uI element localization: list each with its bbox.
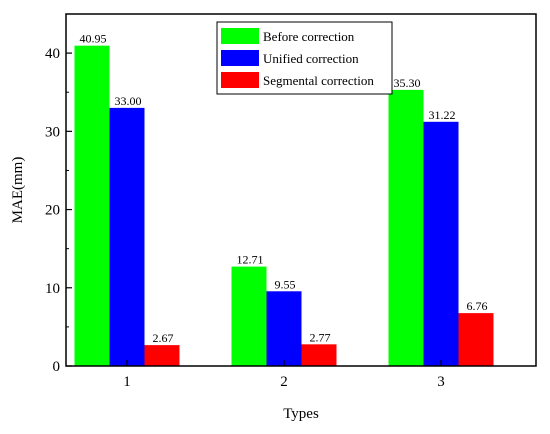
bar (458, 313, 494, 366)
bar-value-label: 31.22 (429, 108, 456, 122)
bars-layer (74, 45, 494, 367)
legend-swatch (221, 28, 259, 44)
x-axis: 1 2 3 (123, 360, 445, 390)
y-tick-label: 30 (45, 124, 60, 140)
bar (301, 344, 337, 366)
bar (74, 45, 110, 367)
bar-value-label: 9.55 (275, 277, 296, 291)
legend-label: Before correction (263, 29, 355, 44)
y-tick-label: 40 (45, 46, 60, 62)
bar-value-label: 6.76 (467, 299, 488, 313)
y-axis-label: MAE(mm) (10, 157, 26, 224)
bar-value-label: 40.95 (80, 32, 107, 46)
x-tick-label: 2 (280, 374, 288, 390)
bar-value-label: 2.77 (310, 330, 331, 344)
bar-value-label: 2.67 (153, 331, 174, 345)
legend-label: Segmental correction (263, 73, 374, 88)
legend: Before correction Unified correction Segme… (216, 21, 393, 95)
bar (423, 121, 459, 366)
y-tick-label: 20 (45, 203, 60, 219)
bar-value-label: 12.71 (237, 253, 264, 267)
bar (231, 266, 267, 366)
y-tick-label: 0 (53, 359, 61, 375)
bar (388, 89, 424, 367)
data-labels-layer: 40.95 33.00 2.67 12.71 9.55 2.77 35.30 31.22 6.7… (80, 32, 488, 345)
legend-swatch (221, 50, 259, 66)
bar (109, 107, 145, 366)
legend-label: Unified correction (263, 51, 359, 66)
bar-value-label: 33.00 (115, 94, 142, 108)
y-axis: 0 10 20 30 40 (45, 46, 72, 375)
x-tick-label: 1 (123, 374, 131, 390)
bar-value-label: 35.30 (394, 76, 421, 90)
y-tick-label: 10 (45, 281, 60, 297)
plot-frame (65, 13, 537, 367)
x-tick-label: 3 (437, 374, 445, 390)
bar (266, 291, 302, 366)
bar (144, 345, 180, 366)
legend-swatch (221, 72, 259, 88)
x-axis-label: Types (283, 406, 319, 422)
